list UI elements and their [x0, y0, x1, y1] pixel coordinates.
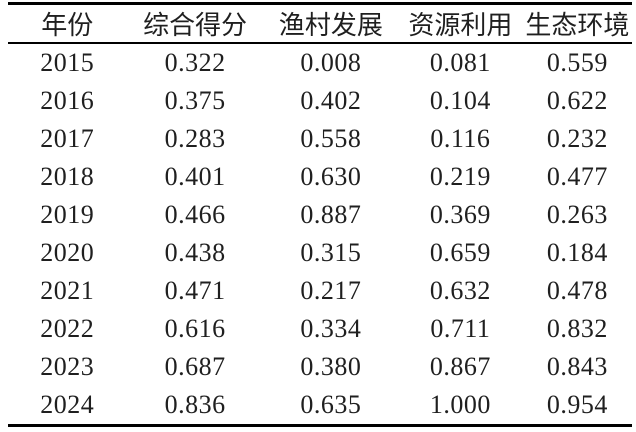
year-cell: 2016 [40, 86, 95, 115]
column-header-village-development: 渔村发展 [263, 3, 398, 44]
year-cell: 2024 [40, 390, 95, 419]
value-cell: 0.322 [164, 48, 226, 77]
value-cell: 0.558 [300, 124, 362, 153]
value-cell: 0.471 [164, 276, 226, 305]
value-cell: 0.630 [300, 162, 362, 191]
year-cell: 2020 [40, 238, 95, 267]
value-cell: 0.283 [164, 124, 226, 153]
value-cell: 0.315 [300, 238, 362, 267]
value-cell: 0.116 [430, 124, 491, 153]
table-row: 2024 0.836 0.635 1.000 0.954 [8, 386, 632, 426]
value-cell: 0.438 [164, 238, 226, 267]
value-cell: 0.184 [546, 238, 608, 267]
year-cell: 2019 [40, 200, 95, 229]
value-cell: 0.635 [300, 390, 362, 419]
value-cell: 1.000 [429, 390, 491, 419]
value-cell: 0.219 [429, 162, 491, 191]
value-cell: 0.622 [546, 86, 608, 115]
table-row: 2019 0.466 0.887 0.369 0.263 [8, 196, 632, 234]
column-header-composite-score: 综合得分 [126, 3, 264, 44]
value-cell: 0.375 [164, 86, 226, 115]
table-row: 2017 0.283 0.558 0.116 0.232 [8, 120, 632, 158]
value-cell: 0.559 [546, 48, 608, 77]
value-cell: 0.843 [546, 352, 608, 381]
data-table: 年份 综合得分 渔村发展 资源利用 生态环境 2015 0.322 0.008 … [8, 2, 632, 427]
column-header-year: 年份 [8, 3, 127, 44]
table-row: 2022 0.616 0.334 0.711 0.832 [8, 310, 632, 348]
year-cell: 2022 [40, 314, 95, 343]
value-cell: 0.380 [300, 352, 362, 381]
year-cell: 2017 [40, 124, 95, 153]
value-cell: 0.401 [164, 162, 226, 191]
column-header-resource-utilization: 资源利用 [397, 3, 523, 44]
value-cell: 0.711 [430, 314, 491, 343]
value-cell: 0.232 [546, 124, 608, 153]
year-cell: 2018 [40, 162, 95, 191]
value-cell: 0.632 [429, 276, 491, 305]
value-cell: 0.369 [429, 200, 491, 229]
value-cell: 0.263 [546, 200, 608, 229]
table-row: 2016 0.375 0.402 0.104 0.622 [8, 82, 632, 120]
table-row: 2015 0.322 0.008 0.081 0.559 [8, 43, 632, 82]
value-cell: 0.466 [164, 200, 226, 229]
header-row: 年份 综合得分 渔村发展 资源利用 生态环境 [8, 3, 632, 44]
table-row: 2021 0.471 0.217 0.632 0.478 [8, 272, 632, 310]
value-cell: 0.954 [546, 390, 608, 419]
value-cell: 0.832 [546, 314, 608, 343]
value-cell: 0.478 [546, 276, 608, 305]
value-cell: 0.836 [164, 390, 226, 419]
table-row: 2018 0.401 0.630 0.219 0.477 [8, 158, 632, 196]
year-cell: 2021 [40, 276, 95, 305]
year-cell: 2015 [40, 48, 95, 77]
table-row: 2023 0.687 0.380 0.867 0.843 [8, 348, 632, 386]
column-header-ecological-environment: 生态环境 [522, 3, 632, 44]
value-cell: 0.217 [300, 276, 362, 305]
value-cell: 0.081 [429, 48, 491, 77]
value-cell: 0.887 [300, 200, 362, 229]
value-cell: 0.477 [546, 162, 608, 191]
value-cell: 0.659 [429, 238, 491, 267]
value-cell: 0.008 [300, 48, 362, 77]
value-cell: 0.334 [300, 314, 362, 343]
value-cell: 0.402 [300, 86, 362, 115]
value-cell: 0.867 [429, 352, 491, 381]
table-row: 2020 0.438 0.315 0.659 0.184 [8, 234, 632, 272]
value-cell: 0.616 [164, 314, 226, 343]
year-cell: 2023 [40, 352, 95, 381]
value-cell: 0.104 [429, 86, 491, 115]
value-cell: 0.687 [164, 352, 226, 381]
